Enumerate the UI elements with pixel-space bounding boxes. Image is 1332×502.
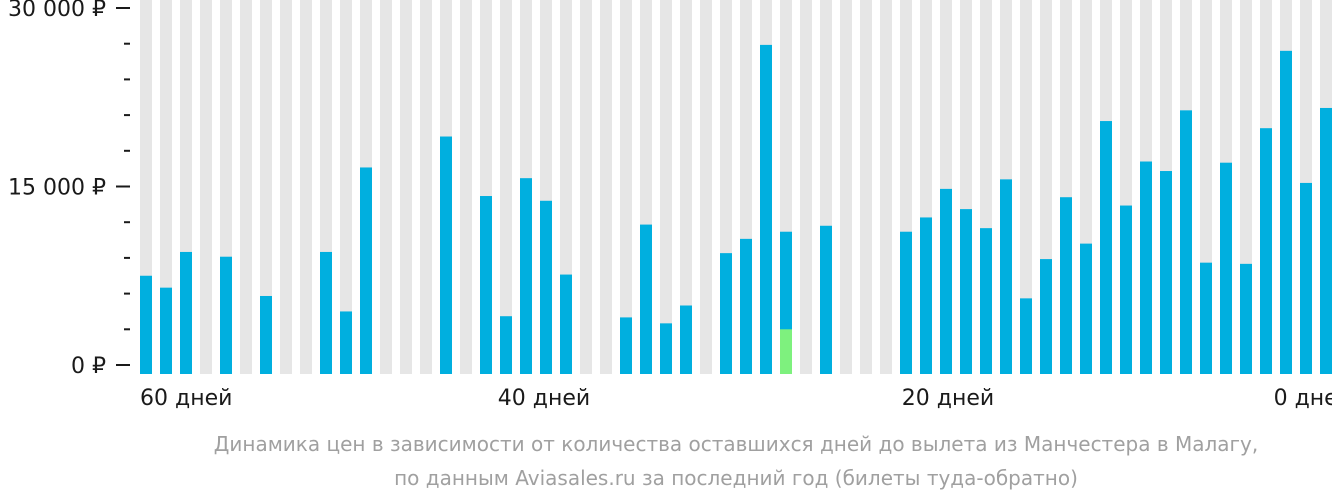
price-dynamics-chart: 30 000 ₽ 15 000 ₽ 0 ₽ 60 дней 40 дней 20 дне… xyxy=(8,0,1332,411)
price-bar xyxy=(340,311,352,374)
price-bar xyxy=(500,316,512,374)
background-column xyxy=(500,0,512,374)
price-bars xyxy=(140,44,1332,375)
background-column xyxy=(340,0,352,374)
background-column xyxy=(580,0,592,374)
price-bar xyxy=(1080,243,1092,374)
background-column xyxy=(400,0,412,374)
price-bar xyxy=(1160,171,1172,374)
price-bar xyxy=(760,44,772,374)
price-bar xyxy=(900,231,912,374)
chart-caption-line-2: по данным Aviasales.ru за последний год … xyxy=(394,466,1078,490)
price-bar xyxy=(1120,205,1132,374)
price-bar xyxy=(180,251,192,374)
background-column xyxy=(700,0,712,374)
y-tick-label: 15 000 ₽ xyxy=(8,176,106,201)
price-bar xyxy=(1300,182,1312,374)
price-bar xyxy=(140,275,152,374)
price-bar xyxy=(1180,110,1192,374)
x-tick-label: 60 дней xyxy=(140,386,232,411)
background-column xyxy=(620,0,632,374)
price-bar xyxy=(740,238,752,374)
y-axis: 30 000 ₽ 15 000 ₽ 0 ₽ xyxy=(8,0,130,379)
background-column xyxy=(600,0,612,374)
price-bar xyxy=(980,228,992,374)
price-bar xyxy=(480,196,492,374)
background-column xyxy=(160,0,172,374)
x-tick-label: 20 дней xyxy=(902,386,994,411)
price-bar xyxy=(1220,162,1232,374)
price-bar xyxy=(1240,263,1252,374)
price-bar xyxy=(320,251,332,374)
price-bar xyxy=(1040,259,1052,374)
price-bar xyxy=(160,287,172,374)
background-column xyxy=(420,0,432,374)
background-column xyxy=(880,0,892,374)
price-bar xyxy=(560,274,572,374)
background-column xyxy=(860,0,872,374)
background-column xyxy=(660,0,672,374)
price-bar xyxy=(960,209,972,374)
price-bar xyxy=(1260,128,1272,374)
background-columns xyxy=(140,0,1332,374)
x-tick-label: 0 дней xyxy=(1274,386,1332,411)
background-column xyxy=(300,0,312,374)
x-tick-label: 40 дней xyxy=(498,386,590,411)
x-axis: 60 дней 40 дней 20 дней 0 дней xyxy=(140,386,1332,411)
y-tick-label: 0 ₽ xyxy=(71,354,106,379)
lowest-price-bar xyxy=(780,329,792,374)
price-bar xyxy=(940,188,952,374)
background-column xyxy=(800,0,812,374)
price-bar xyxy=(220,256,232,374)
price-bar xyxy=(360,167,372,374)
background-column xyxy=(280,0,292,374)
price-bar xyxy=(1320,107,1332,375)
price-bar xyxy=(640,224,652,374)
y-tick-label: 30 000 ₽ xyxy=(8,0,106,22)
price-bar xyxy=(720,253,732,374)
price-bar xyxy=(820,225,832,374)
price-bar xyxy=(680,305,692,374)
background-column xyxy=(240,0,252,374)
price-bar xyxy=(1280,50,1292,375)
price-bar xyxy=(1060,197,1072,374)
price-bar xyxy=(1020,298,1032,374)
price-bar xyxy=(540,200,552,374)
background-column xyxy=(260,0,272,374)
price-bar xyxy=(1140,161,1152,374)
background-column xyxy=(200,0,212,374)
price-bar xyxy=(1000,179,1012,374)
price-bar xyxy=(920,217,932,374)
price-bar xyxy=(1200,262,1212,374)
price-bar xyxy=(1100,121,1112,374)
price-bar xyxy=(660,323,672,374)
price-bar xyxy=(260,295,272,374)
price-bar xyxy=(620,317,632,374)
price-bar xyxy=(520,178,532,374)
background-column xyxy=(840,0,852,374)
chart-caption-line-1: Динамика цен в зависимости от количества… xyxy=(213,432,1259,456)
background-column xyxy=(680,0,692,374)
background-column xyxy=(1020,0,1032,374)
background-column xyxy=(380,0,392,374)
background-column xyxy=(460,0,472,374)
price-bar xyxy=(440,136,452,374)
